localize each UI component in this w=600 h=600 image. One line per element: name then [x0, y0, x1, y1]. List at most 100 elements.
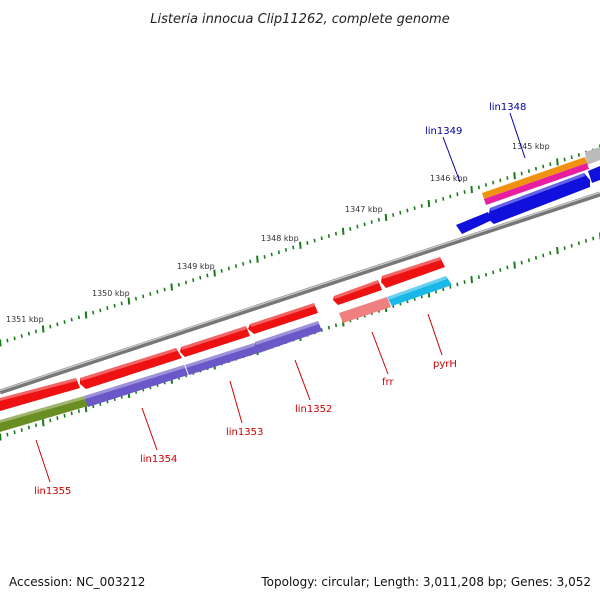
minor-tick: [527, 258, 530, 263]
minor-tick: [184, 280, 188, 285]
minor-tick: [327, 325, 330, 330]
major-tick: [127, 297, 131, 305]
major-tick: [513, 261, 516, 269]
minor-tick: [249, 259, 252, 264]
minor-tick: [177, 282, 180, 287]
minor-tick: [499, 268, 502, 272]
minor-tick: [199, 275, 202, 280]
minor-tick: [449, 284, 452, 289]
major-tick: [470, 186, 473, 194]
minor-tick: [356, 224, 359, 229]
minor-tick: [149, 292, 152, 296]
minor-tick: [492, 270, 495, 275]
gene-label-lin1352: lin1352: [295, 404, 332, 415]
tick-label: 1345 kbp: [512, 142, 550, 151]
minor-tick: [449, 194, 452, 199]
minor-tick: [363, 222, 366, 227]
minor-tick: [370, 220, 373, 224]
major-tick: [299, 241, 302, 249]
major-tick: [170, 283, 173, 291]
tick-label: 1350 kbp: [92, 289, 130, 298]
minor-tick: [349, 227, 352, 231]
tick-label: 1346 kbp: [430, 174, 468, 183]
minor-tick: [334, 231, 338, 236]
major-tick: [341, 227, 345, 235]
minor-tick: [570, 243, 573, 248]
major-tick: [41, 325, 45, 333]
minor-tick: [499, 178, 502, 183]
minor-tick: [70, 411, 73, 416]
tick-label: 1349 kbp: [177, 262, 215, 271]
gene-label-lin1355: lin1355: [34, 486, 71, 497]
gene-label-pyrH: pyrH: [433, 359, 457, 370]
minor-tick: [206, 273, 209, 278]
gene-cyan: [387, 276, 452, 306]
minor-tick: [99, 308, 102, 313]
major-tick: [513, 172, 516, 180]
gene-gray: [585, 147, 600, 165]
gene-label-leaders: [35, 112, 526, 483]
forward-genes: [0, 257, 445, 411]
minor-tick: [156, 289, 159, 294]
gene-red: [180, 326, 250, 357]
minor-tick: [13, 336, 16, 341]
minor-tick: [520, 260, 523, 265]
minor-tick: [327, 234, 330, 238]
gene-purple: [84, 365, 188, 407]
gene-red: [381, 257, 445, 288]
minor-tick: [34, 329, 38, 334]
minor-tick: [56, 416, 59, 421]
minor-tick: [463, 280, 466, 284]
minor-tick: [334, 323, 338, 328]
minor-tick: [20, 334, 23, 338]
gene-olive: [0, 396, 88, 432]
minor-tick: [534, 166, 538, 171]
tick-label: 1351 kbp: [6, 315, 44, 324]
minor-tick: [27, 425, 30, 430]
minor-tick: [306, 241, 309, 245]
minor-tick: [506, 265, 509, 270]
gene-label-lin1348: lin1348: [489, 102, 526, 113]
gene-salmon: [339, 297, 391, 323]
gene-red: [248, 303, 318, 334]
minor-tick: [134, 296, 138, 301]
major-tick: [470, 276, 473, 284]
minor-tick: [277, 250, 280, 255]
major-tick: [256, 255, 259, 263]
genome-summary-text: Topology: circular; Length: 3,011,208 bp…: [260, 575, 591, 589]
minor-tick: [63, 320, 66, 324]
minor-tick: [270, 252, 273, 257]
major-tick: [41, 419, 45, 427]
minor-tick: [120, 301, 123, 306]
major-tick: [213, 269, 216, 277]
minor-tick: [484, 272, 488, 277]
minor-tick: [456, 192, 459, 197]
tick-label: 1347 kbp: [345, 205, 383, 214]
minor-tick: [463, 190, 466, 194]
minor-tick: [542, 253, 545, 258]
minor-tick: [413, 206, 416, 211]
minor-tick: [563, 246, 566, 251]
minor-tick: [106, 306, 109, 310]
minor-tick: [20, 428, 23, 432]
minor-tick: [434, 199, 438, 204]
minor-tick: [77, 315, 80, 320]
minor-tick: [477, 185, 480, 190]
major-tick: [556, 247, 559, 255]
minor-tick: [192, 278, 195, 283]
minor-tick: [49, 418, 52, 423]
minor-tick: [492, 180, 495, 185]
gene-label-lin1354: lin1354: [140, 454, 177, 465]
minor-tick: [577, 241, 580, 246]
gene-purple: [254, 321, 322, 353]
minor-tick: [399, 210, 402, 215]
genome-backbone: [0, 191, 600, 395]
tick-labels: 1345 kbp 1346 kbp 1347 kbp 1348 kbp 1349…: [6, 142, 550, 324]
gene-labels: lin1348 lin1349 lin1352 lin1353 lin1354 …: [34, 102, 526, 497]
minor-tick: [6, 338, 9, 343]
minor-tick: [570, 155, 573, 160]
minor-tick: [534, 255, 538, 260]
minor-tick: [549, 162, 552, 167]
